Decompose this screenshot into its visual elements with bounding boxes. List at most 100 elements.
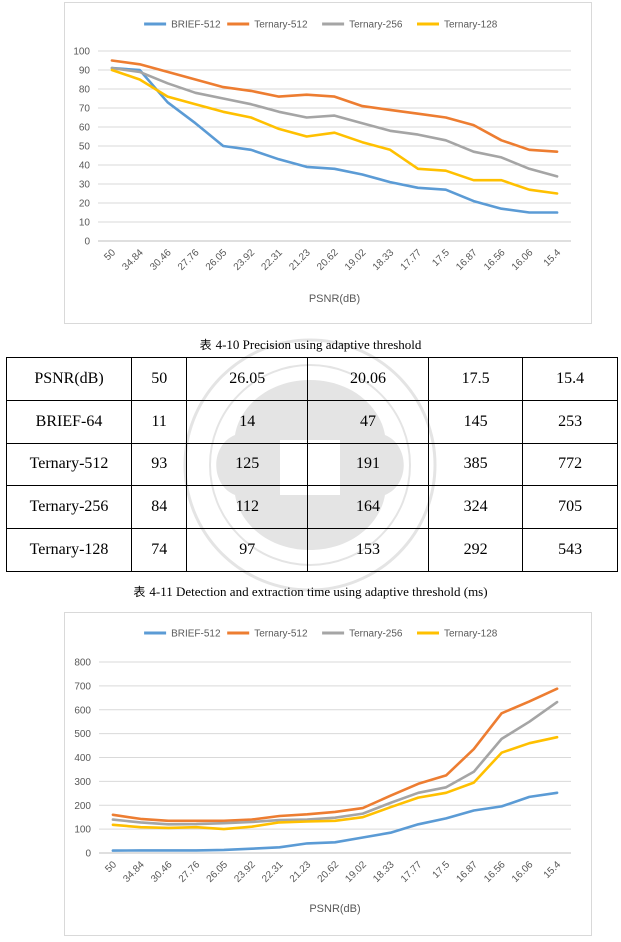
y-tick-label: 400: [74, 753, 91, 764]
x-tick-label: 30.46: [148, 247, 174, 273]
x-axis-title: PSNR(dB): [309, 903, 360, 915]
x-tick-label: 26.05: [204, 247, 230, 273]
x-tick-label: 16.56: [482, 247, 508, 273]
legend: BRIEF-512 Ternary-512 Ternary-256 Ternary-1…: [144, 629, 498, 640]
y-tick-label: 60: [79, 123, 91, 134]
table-cell: 11: [130, 399, 188, 444]
x-tick-label: 20.62: [316, 859, 342, 885]
table-row-label: Ternary-512: [6, 442, 132, 487]
x-tick-label: 50: [102, 247, 118, 263]
table-cell: 17.5: [427, 357, 524, 401]
legend-label: Ternary-256: [349, 629, 403, 640]
table-cell: 15.4: [522, 357, 618, 401]
y-tick-label: 600: [74, 705, 91, 716]
time-chart: 0 100 200 300 400 500 600 700 800 50 34.84 30.46 27.…: [64, 612, 592, 936]
y-tick-label: 20: [79, 199, 91, 210]
legend-label: Ternary-128: [444, 20, 498, 31]
table-row-label: PSNR(dB): [6, 357, 132, 401]
table-cell: 20.06: [307, 357, 429, 401]
table-cell: 253: [522, 399, 618, 444]
table-cell: 772: [522, 442, 618, 487]
x-tick-label: 22.31: [260, 859, 286, 885]
x-tick-label: 27.76: [177, 859, 203, 885]
x-tick-label: 15.4: [542, 859, 564, 881]
legend-label: Ternary-512: [254, 20, 308, 31]
y-tick-label: 90: [79, 66, 91, 77]
x-tick-label: 19.02: [343, 859, 369, 885]
table-row: BRIEF-64 11 14 47 145 253: [6, 399, 618, 444]
time-chart-svg: 0 100 200 300 400 500 600 700 800 50 34.84 30.46 27.…: [74, 629, 571, 915]
x-tick-label: 17.77: [399, 247, 425, 273]
table-caption-timing: 表 4-11 Detection and extraction time usin…: [0, 583, 621, 600]
y-tick-label: 100: [73, 47, 90, 58]
x-tick-label: 17.77: [399, 859, 425, 885]
series-line-ternary-128: [110, 68, 559, 195]
table-cell: 74: [130, 528, 188, 572]
x-tick-label: 16.87: [454, 247, 480, 273]
table-cell: 47: [307, 399, 429, 444]
x-tick-label: 50: [103, 859, 119, 875]
x-tick-label: 21.23: [287, 247, 313, 273]
legend-label: Ternary-128: [444, 629, 498, 640]
y-tick-label: 300: [74, 777, 91, 788]
x-tick-label: 27.76: [176, 247, 202, 273]
legend-label: BRIEF-512: [171, 629, 221, 640]
x-tick-label: 30.46: [149, 859, 175, 885]
y-tick-label: 80: [79, 85, 91, 96]
y-tick-label: 50: [79, 142, 91, 153]
table-cell: 292: [427, 528, 524, 572]
series-line-brief-512: [111, 791, 559, 852]
table-row: Ternary-512 93 125 191 385 772: [6, 442, 618, 487]
y-tick-label: 10: [79, 218, 91, 229]
x-tick-label: 16.06: [510, 247, 536, 273]
table-cell: 84: [130, 485, 188, 530]
x-tick-label: 22.31: [259, 247, 285, 273]
y-tick-label: 0: [84, 237, 90, 248]
caption-label-glyph: 表: [133, 585, 146, 599]
caption-text: 4-10 Precision using adaptive threshold: [215, 337, 422, 352]
table-cell: 153: [307, 528, 429, 572]
table-cell: 324: [427, 485, 524, 530]
table-cell: 385: [427, 442, 524, 487]
y-tick-label: 30: [79, 180, 91, 191]
table-header-row: PSNR(dB) 50 26.05 20.06 17.5 15.4: [6, 357, 618, 401]
x-tick-label: 34.84: [121, 859, 147, 885]
precision-chart: 0 10 20 30 40 50 60 70 80 90 100 50 34.84 30.46 27.76 2…: [64, 2, 592, 324]
legend-label: BRIEF-512: [171, 20, 221, 31]
y-tick-label: 500: [74, 729, 91, 740]
results-table-body: PSNR(dB) 50 26.05 20.06 17.5 15.4 BRIEF-64 11 14…: [6, 357, 618, 572]
table-cell: 125: [186, 442, 309, 487]
x-tick-label: 16.06: [510, 859, 536, 885]
table-cell: 97: [186, 528, 309, 572]
legend: BRIEF-512 Ternary-512 Ternary-256 Ternary-1…: [144, 20, 498, 31]
table-row: Ternary-128 74 97 153 292 543: [6, 528, 618, 572]
results-table: PSNR(dB) 50 26.05 20.06 17.5 15.4 BRIEF-64 11 14…: [6, 357, 618, 572]
x-tick-label: 20.62: [315, 247, 341, 273]
x-tick-label: 16.87: [454, 859, 480, 885]
y-tick-label: 0: [85, 849, 91, 860]
y-tick-label: 40: [79, 161, 91, 172]
caption-label-glyph: 表: [199, 338, 212, 352]
caption-text: 4-11 Detection and extraction time using…: [149, 584, 488, 599]
legend-label: Ternary-512: [254, 629, 308, 640]
x-tick-label: 23.92: [232, 247, 258, 273]
x-axis-title: PSNR(dB): [309, 293, 360, 305]
y-tick-label: 700: [74, 681, 91, 692]
table-row-label: Ternary-128: [6, 528, 132, 572]
y-tick-label: 100: [74, 825, 91, 836]
series-line-ternary-512: [110, 59, 559, 153]
table-caption-precision: 表 4-10 Precision using adaptive threshold: [0, 336, 621, 353]
legend-label: Ternary-256: [349, 20, 403, 31]
table-cell: 50: [130, 357, 188, 401]
x-tick-label: 19.02: [343, 247, 369, 273]
x-tick-label: 16.56: [482, 859, 508, 885]
x-tick-label: 34.84: [120, 247, 146, 273]
table-cell: 14: [186, 399, 309, 444]
x-tick-label: 17.5: [430, 247, 452, 269]
table-cell: 93: [130, 442, 188, 487]
table-row-label: BRIEF-64: [6, 399, 132, 444]
series-line-ternary-256: [111, 700, 559, 826]
table-cell: 705: [522, 485, 618, 530]
series-line-brief-512: [110, 66, 559, 214]
x-tick-label: 17.5: [431, 859, 453, 881]
